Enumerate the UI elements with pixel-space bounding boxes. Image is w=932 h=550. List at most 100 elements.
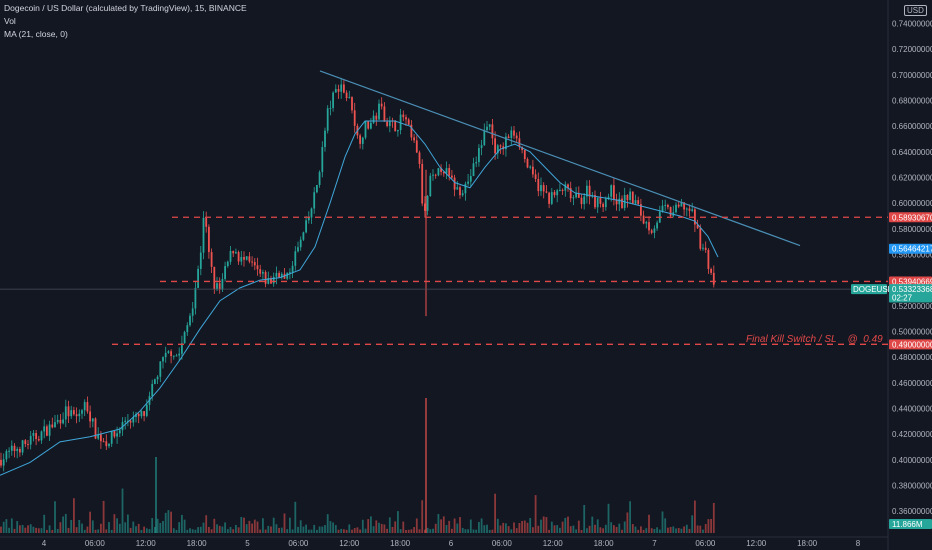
volume-bar [48, 525, 51, 533]
candle-body [118, 430, 121, 434]
candle-body [421, 163, 424, 204]
volume-bar [262, 518, 264, 533]
volume-bar [615, 526, 618, 533]
volume-bar [507, 526, 510, 533]
volume-bar [248, 520, 251, 533]
candle-body [629, 191, 631, 201]
candle-body [27, 444, 29, 446]
candle-body [499, 145, 502, 147]
candle-body [2, 459, 5, 466]
volume-bar [91, 520, 94, 533]
candle-body [405, 117, 407, 120]
volume-bar [583, 504, 586, 533]
candle-body [13, 445, 16, 451]
candle-body [275, 272, 278, 277]
volume-bar [518, 522, 521, 533]
volume-bar [548, 529, 550, 533]
volume-bar [451, 528, 453, 533]
volume-bar [251, 523, 253, 533]
volume-bar [332, 522, 334, 533]
volume-bar [294, 501, 297, 533]
candle-body [135, 413, 137, 418]
volume-bar [75, 527, 78, 533]
volume-bar [413, 527, 415, 533]
candle-body [321, 147, 324, 173]
volume-bar [386, 528, 388, 533]
volume-bar [278, 527, 280, 533]
candle-body [685, 208, 688, 210]
candle-body [615, 199, 618, 205]
candle-body [243, 256, 245, 260]
volume-bar [567, 516, 569, 533]
volume-bar [378, 522, 380, 533]
candle-body [637, 200, 640, 205]
candle-body [445, 168, 448, 174]
candle-body [351, 97, 353, 111]
volume-value-tag [889, 519, 932, 529]
candle-body [105, 441, 108, 447]
symbol-tag [851, 284, 887, 295]
volume-bar [586, 528, 588, 533]
volume-bar [218, 525, 221, 533]
candle-body [253, 262, 256, 266]
candle-body [183, 332, 186, 344]
volume-bar [391, 526, 394, 533]
volume-bar [307, 529, 310, 533]
y-tick-label: 0.36000000 [892, 507, 932, 516]
price-tag-label: 0.53940669 [892, 277, 932, 286]
volume-bar [208, 526, 210, 533]
candle-body [650, 230, 653, 233]
candle-body [100, 434, 102, 442]
candle-body [110, 431, 113, 444]
candle-body [83, 402, 86, 411]
volume-value-label: 11.866M [892, 520, 923, 529]
volume-bar [577, 520, 580, 533]
volume-bar [469, 519, 472, 533]
volume-bar [37, 528, 40, 533]
volume-bar [421, 500, 424, 533]
candle-body [580, 197, 583, 205]
volume-bar [486, 524, 488, 533]
candle-body [677, 204, 680, 207]
volume-bar [480, 518, 483, 533]
volume-bar [499, 525, 502, 533]
candle-body [270, 278, 272, 284]
volume-bar [685, 524, 688, 533]
x-tick-label: 12:00 [136, 539, 157, 548]
volume-bar [316, 529, 318, 533]
volume-bar [367, 519, 370, 533]
candle-body [432, 174, 434, 176]
kill-switch-annotation: Final Kill Switch / SL @ 0.49 [746, 334, 883, 345]
volume-bar [229, 526, 232, 533]
x-tick-label: 06:00 [85, 539, 106, 548]
candle-body [669, 207, 672, 216]
candle-body [316, 184, 318, 193]
candle-body [648, 222, 650, 231]
volume-bar [140, 529, 143, 533]
price-tag-label: 0.58930670 [892, 213, 932, 222]
volume-bar [623, 521, 626, 533]
y-tick-label: 0.66000000 [892, 122, 932, 131]
y-tick-label: 0.72000000 [892, 45, 932, 54]
volume-bar [202, 522, 205, 533]
candle-body [278, 272, 280, 278]
currency-badge[interactable]: USD [904, 5, 927, 16]
candle-body [10, 445, 13, 451]
candle-body [91, 418, 94, 422]
volume-bar [172, 528, 175, 533]
candle-body [696, 224, 699, 229]
volume-bar [664, 518, 667, 533]
volume-bar [302, 526, 305, 533]
volume-bar [532, 527, 534, 533]
volume-bar [89, 511, 91, 533]
volume-bar [267, 525, 270, 533]
volume-bar [602, 528, 604, 533]
candle-body [540, 185, 542, 192]
y-tick-label: 0.70000000 [892, 71, 932, 80]
candle-body [221, 279, 224, 290]
candle-body [216, 283, 218, 290]
volume-bar [704, 524, 707, 533]
volume-bar [159, 522, 162, 533]
candle-body [526, 159, 529, 168]
